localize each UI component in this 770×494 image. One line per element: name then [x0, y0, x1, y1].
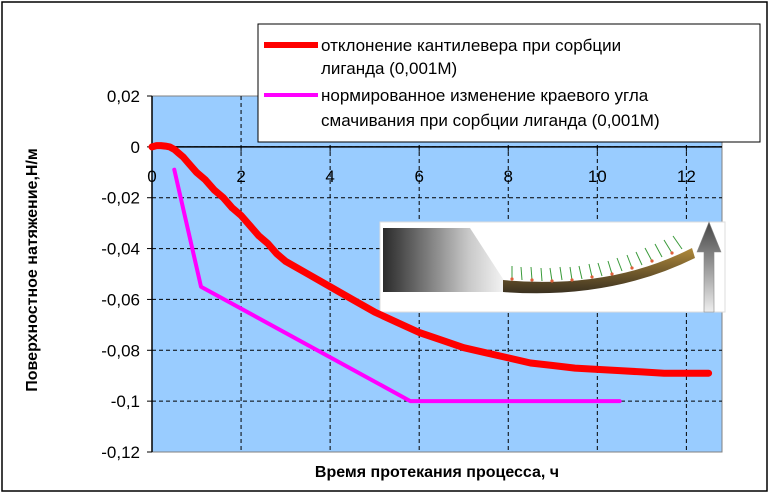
axes: 0,020-0,02-0,04-0,06-0,08-0,1-0,12024681…: [101, 87, 722, 462]
y-tick-label: 0: [131, 138, 140, 157]
legend-label-contact-angle-2: смачивания при сорбции лиганда (0,001М): [321, 111, 660, 130]
legend-label-deflection-2: лиганда (0,001М): [321, 59, 457, 78]
series-line-contact-angle: [172, 167, 622, 404]
legend-label-deflection-1: отклонение кантилевера при сорбции: [321, 36, 621, 55]
x-tick-label: 12: [677, 167, 696, 186]
series-line-deflection: [148, 142, 713, 377]
y-tick-label: -0,08: [101, 341, 140, 360]
x-axis-title: Время протекания процесса, ч: [315, 464, 559, 481]
legend: отклонение кантилевера при сорбции лиган…: [257, 23, 761, 143]
x-tick-label: 10: [588, 167, 607, 186]
y-tick-label: -0,04: [101, 240, 140, 259]
x-tick-label: 4: [325, 167, 334, 186]
x-tick-label: 6: [414, 167, 423, 186]
x-tick-label: 2: [236, 167, 245, 186]
y-tick-label: -0,12: [101, 443, 140, 462]
y-tick-label: -0,1: [111, 392, 140, 411]
x-tick-label: 8: [504, 167, 513, 186]
y-tick-label: -0,02: [101, 189, 140, 208]
legend-label-contact-angle-1: нормированное изменение краевого угла: [321, 86, 649, 105]
cantilever-illustration: [379, 221, 726, 313]
y-axis-title: Поверхностное натяжение,Н/м: [24, 148, 41, 391]
legend-box: [257, 23, 761, 143]
y-tick-label: 0,02: [107, 87, 140, 106]
series: [148, 142, 713, 404]
y-tick-label: -0,06: [101, 290, 140, 309]
